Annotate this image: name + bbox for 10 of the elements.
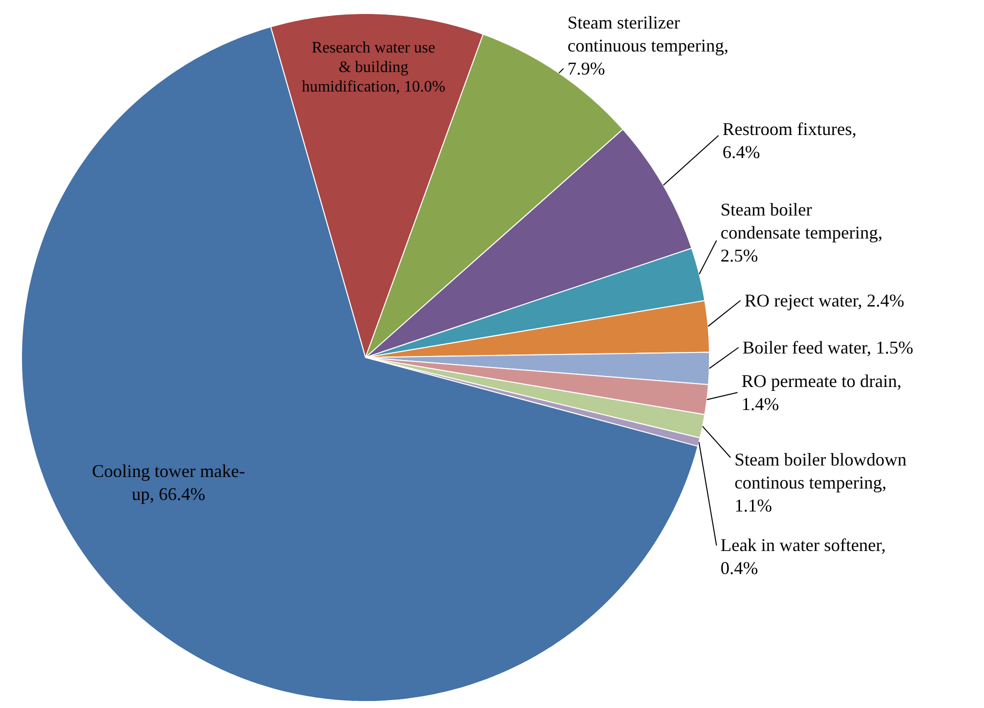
- slice-label: RO permeate to drain, 1.4%: [742, 371, 902, 414]
- slice-label: Steam sterilizer continuous tempering, 7.9%: [568, 12, 728, 78]
- slice-label: Boiler feed water, 1.5%: [742, 338, 914, 358]
- slice-label: RO reject water, 2.4%: [744, 290, 904, 310]
- slice-label: Restroom fixtures, 6.4%: [722, 119, 856, 162]
- slice-label: Steam boiler condensate tempering, 2.5%: [720, 200, 882, 266]
- slice-label: Leak in water softener, 0.4%: [720, 535, 886, 578]
- slice-label: Cooling tower make-up, 66.4%: [92, 461, 245, 504]
- slice-label: Research water use & building humidification, 10.0%: [302, 39, 446, 96]
- slice-label: Steam boiler blowdown continous tempering, 1.1%: [734, 450, 906, 516]
